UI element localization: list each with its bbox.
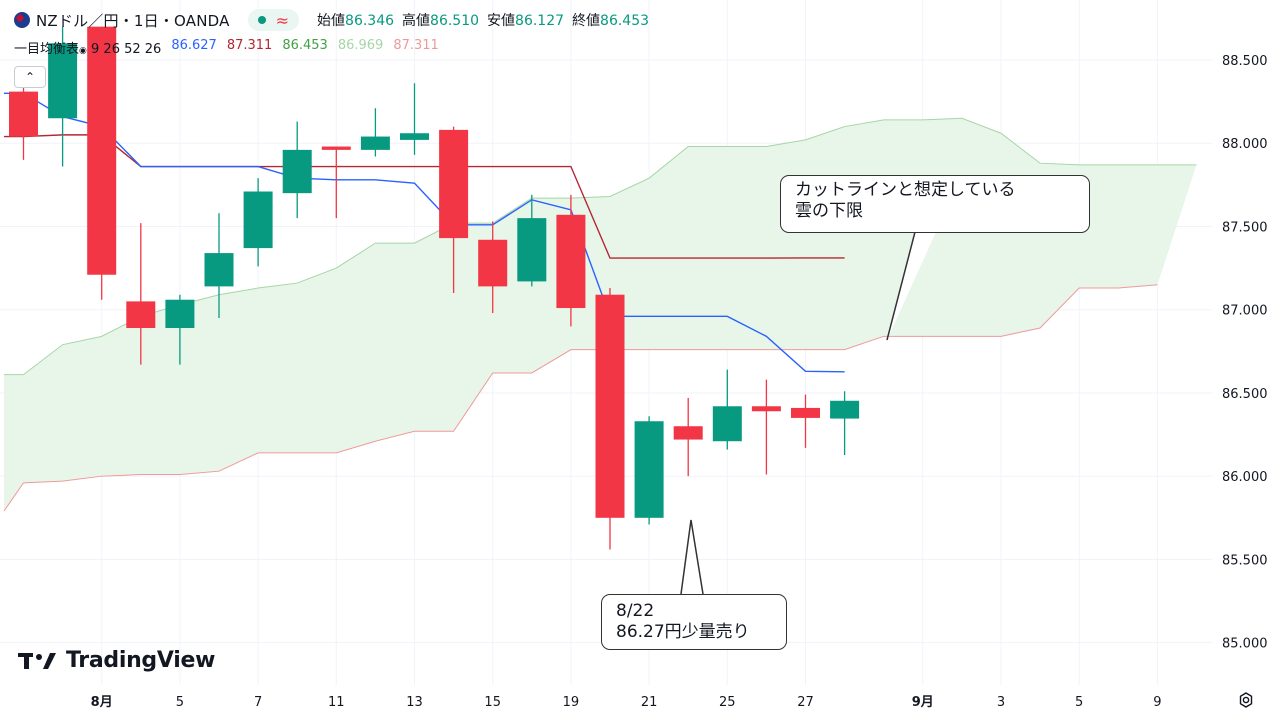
- candle-body: [634, 421, 664, 518]
- x-tick-label: 9: [1153, 695, 1161, 710]
- candle-body: [595, 294, 625, 518]
- indicator-value-1: 87.311: [226, 38, 273, 53]
- x-tick-label: 3: [997, 695, 1005, 710]
- nz-flag-icon: [14, 12, 30, 28]
- candle-body: [751, 406, 781, 412]
- senkou-span-b-line: [3, 284, 1158, 512]
- candle-body: [321, 146, 351, 150]
- x-tick-label: 8月: [91, 695, 113, 710]
- close-value: 86.453: [600, 13, 650, 29]
- tradingview-logo: TradingView: [18, 648, 215, 673]
- x-tick-label: 5: [1075, 695, 1083, 710]
- candle-body: [9, 91, 38, 137]
- candle-body: [830, 400, 860, 419]
- x-tick-label: 11: [328, 695, 345, 710]
- candle-body: [126, 301, 156, 329]
- x-tick-label: 9月: [912, 695, 934, 710]
- x-tick-label: 13: [406, 695, 423, 710]
- open-value: 86.346: [345, 13, 395, 29]
- y-tick-label: 87.000: [1222, 304, 1268, 319]
- low-value: 86.127: [515, 13, 565, 29]
- market-open-dot-icon: [257, 16, 266, 24]
- candle-body: [87, 26, 117, 275]
- chart-header: NZドル／円・1日・OANDA ≈ 始値86.346 高値86.510 安値86…: [14, 8, 649, 32]
- candle-body: [556, 214, 586, 309]
- x-tick-label: 27: [797, 695, 814, 710]
- close-label: 終値: [572, 13, 601, 29]
- eye-icon: ◉: [79, 46, 87, 56]
- low-label: 安値: [487, 13, 516, 29]
- y-tick-label: 88.000: [1222, 137, 1268, 152]
- candle-body: [712, 406, 742, 442]
- trade-callout-pointer: [680, 519, 704, 595]
- wave-icon: ≈: [275, 10, 290, 30]
- candle-body: [48, 43, 78, 119]
- indicator-name: 一目均衡表: [14, 42, 80, 57]
- y-tick-label: 87.500: [1222, 220, 1268, 235]
- time-axis: 8月 5 7 11 13 15 19 21 25 27 9月 3 5 9: [91, 695, 1162, 710]
- settings-gear-icon[interactable]: [1236, 690, 1256, 710]
- kijun-line: [3, 134, 845, 259]
- y-tick-label: 85.500: [1222, 553, 1268, 568]
- candle-body: [400, 133, 429, 140]
- candle-body: [282, 149, 312, 194]
- candle-body: [478, 239, 508, 287]
- indicator-value-2: 86.453: [282, 38, 328, 53]
- candles: [9, 26, 860, 550]
- y-tick-label: 86.500: [1222, 387, 1268, 402]
- indicator-value-3: 86.969: [337, 38, 384, 53]
- x-tick-label: 5: [176, 695, 184, 710]
- indicator-params: 9 26 52 26: [91, 42, 162, 57]
- tradingview-logo-icon: [18, 652, 56, 669]
- y-tick-label: 88.500: [1222, 54, 1268, 69]
- indicator-value-4: 87.311: [393, 38, 439, 53]
- cloud-callout: カットラインと想定している 雲の下限: [780, 175, 1090, 233]
- x-tick-label: 21: [641, 695, 658, 710]
- candle-body: [791, 407, 820, 418]
- candle-body: [360, 136, 390, 150]
- candle-body: [673, 426, 703, 440]
- x-tick-label: 15: [484, 695, 501, 710]
- tenkan-line: [3, 92, 845, 373]
- candle-body: [204, 253, 234, 287]
- collapse-legend-button[interactable]: ⌃: [14, 66, 46, 88]
- candle-body: [243, 191, 273, 249]
- ohlc-readout: 始値86.346 高値86.510 安値86.127 終値86.453: [317, 10, 649, 30]
- y-tick-label: 86.000: [1222, 470, 1268, 485]
- candle-body: [517, 218, 547, 282]
- high-value: 86.510: [430, 13, 480, 29]
- symbol-title[interactable]: NZドル／円・1日・OANDA: [36, 11, 230, 30]
- indicator-legend[interactable]: 一目均衡表◉ 9 26 52 26 86.627 87.311 86.453 86.9…: [14, 38, 439, 57]
- indicator-value-0: 86.627: [171, 38, 217, 53]
- candle-body: [165, 299, 195, 329]
- y-tick-label: 85.000: [1222, 637, 1268, 652]
- x-tick-label: 25: [719, 695, 736, 710]
- high-label: 高値: [402, 13, 431, 29]
- market-status-pill[interactable]: ≈: [247, 9, 300, 31]
- x-tick-label: 7: [254, 695, 262, 710]
- x-tick-label: 19: [563, 695, 580, 710]
- candle-body: [439, 129, 469, 239]
- tradingview-logo-text: TradingView: [66, 648, 216, 673]
- trade-callout: 8/22 86.27円少量売り: [601, 594, 787, 650]
- open-label: 始値: [317, 13, 346, 29]
- price-axis: 85.000 85.500 86.000 86.500 87.000 87.500 88.0…: [1222, 54, 1268, 652]
